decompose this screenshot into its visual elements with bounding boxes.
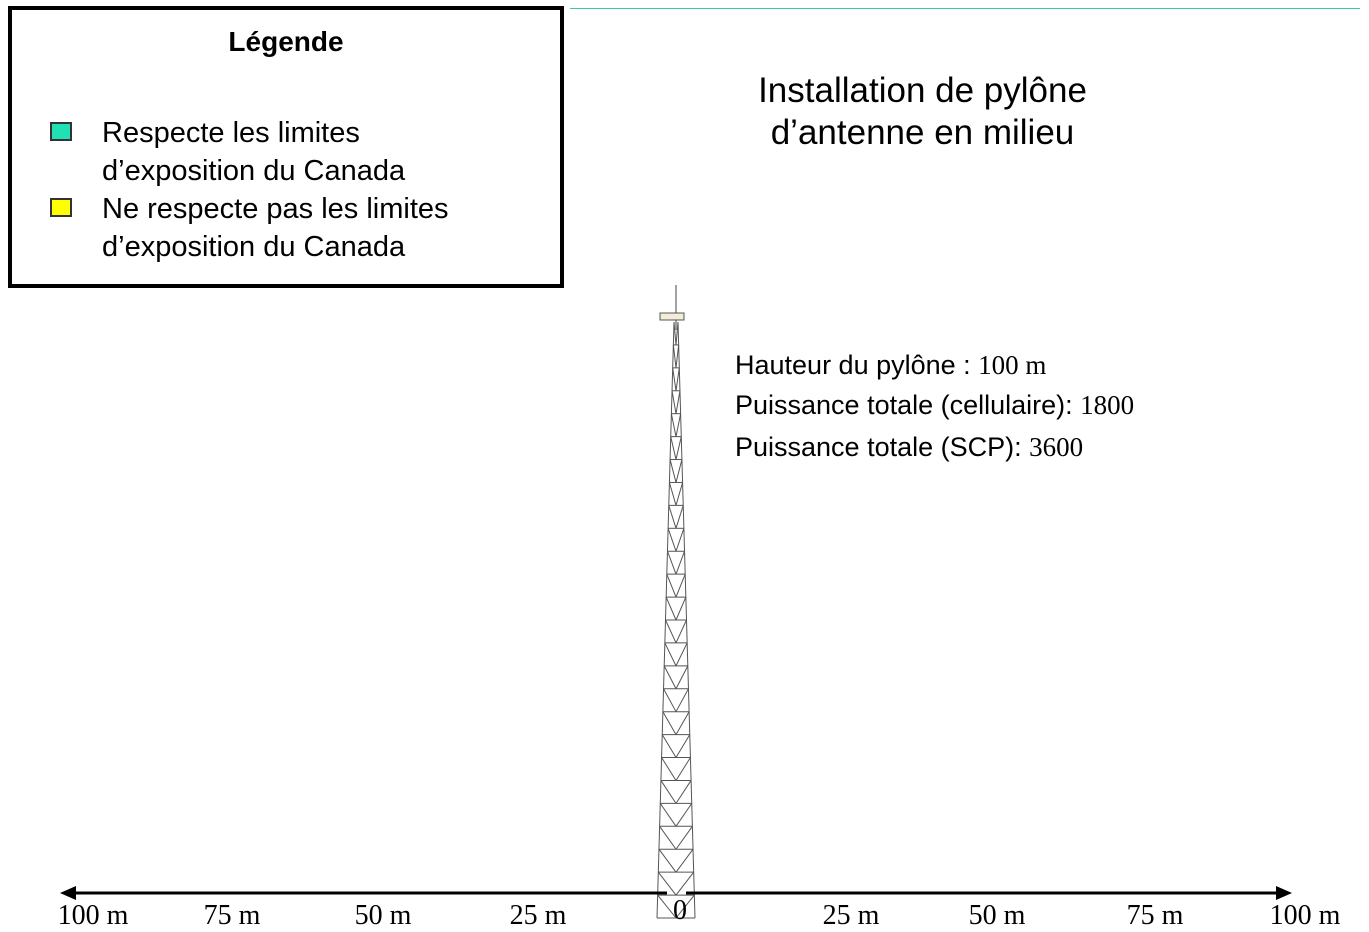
antenna-tower-icon — [656, 321, 696, 919]
antenna-head-icon — [659, 285, 685, 330]
axis-label: 50 m — [354, 900, 412, 931]
info-power-pcs-value: 3600 — [1029, 432, 1084, 462]
info-tower-height-label: Hauteur du pylône : — [735, 350, 979, 380]
axis-label: 100 m — [1269, 900, 1341, 931]
distance-axis — [60, 886, 1292, 900]
legend-label-compliant: Respecte les limites d’exposition du Can… — [102, 117, 406, 187]
diagram-title: Installation de pylône d’antenne en mili… — [758, 71, 1087, 152]
axis-label: 75 m — [203, 900, 261, 931]
axis-label: 50 m — [968, 900, 1026, 931]
legend-box: Légende Respecte les limites d’expositio… — [8, 6, 564, 288]
info-power-pcs: Puissance totale (SCP): 3600 — [735, 432, 1083, 463]
legend-swatch-noncompliant — [50, 198, 72, 217]
top-divider — [570, 8, 1360, 9]
info-power-cellular: Puissance totale (cellulaire): 1800 — [735, 390, 1134, 421]
axis-label: 25 m — [822, 900, 880, 931]
info-tower-height: Hauteur du pylône : 100 m — [735, 350, 1046, 381]
axis-label: 25 m — [509, 900, 567, 931]
info-power-pcs-label: Puissance totale (SCP): — [735, 432, 1030, 462]
axis-label: 75 m — [1126, 900, 1184, 931]
info-power-cellular-value: 1800 — [1080, 390, 1135, 420]
legend-swatch-compliant — [50, 122, 72, 141]
axis-label: 0 — [673, 895, 687, 926]
info-tower-height-value: 100 m — [978, 350, 1047, 380]
info-power-cellular-label: Puissance totale (cellulaire): — [735, 390, 1081, 420]
legend-title: Légende — [228, 26, 344, 57]
legend-label-noncompliant: Ne respecte pas les limites d’exposition… — [102, 193, 449, 263]
axis-label: 100 m — [57, 900, 129, 931]
